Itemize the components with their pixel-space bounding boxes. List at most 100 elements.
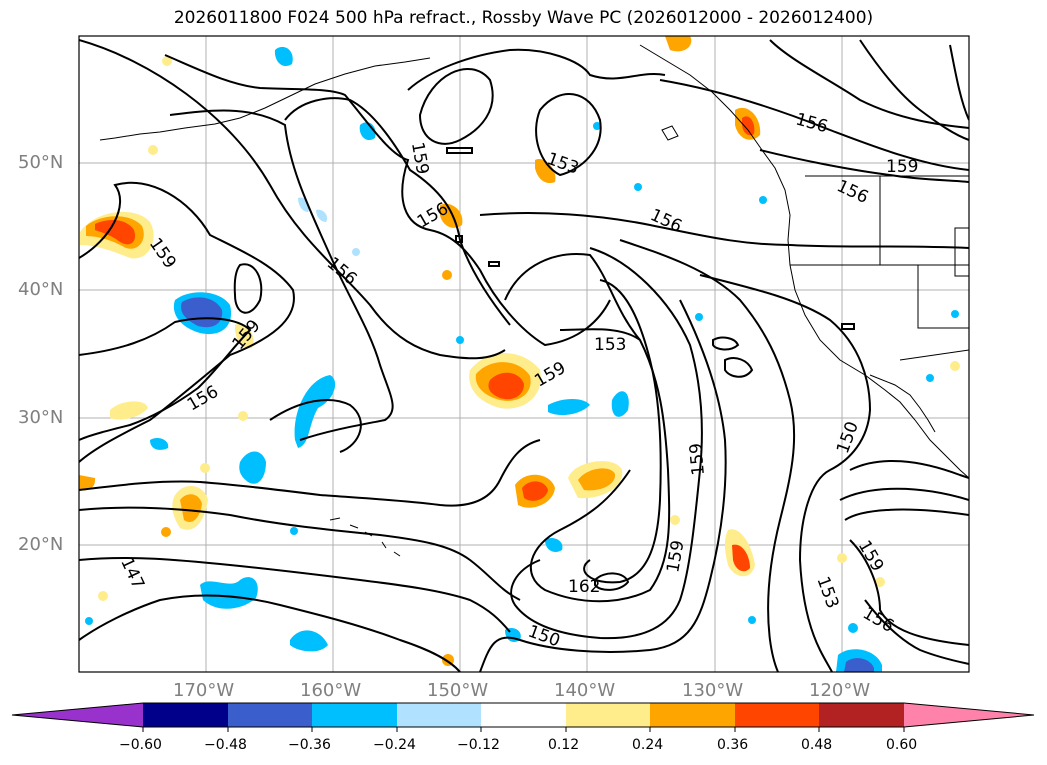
contour-label: 153	[594, 335, 626, 355]
contour-153	[699, 274, 872, 672]
state-border	[917, 265, 969, 329]
anomaly-patch	[150, 437, 169, 450]
contour-153	[724, 357, 754, 378]
contour-162	[594, 572, 630, 591]
contour-159	[164, 54, 611, 347]
contour-159	[418, 68, 494, 145]
contour-159	[619, 239, 796, 672]
colorbar-tick-label: −0.48	[204, 737, 247, 753]
colorbar-tick-label: 0.12	[548, 737, 580, 753]
anomaly-patch	[545, 538, 563, 552]
contour-150	[849, 460, 969, 479]
anomaly-patch	[316, 209, 328, 222]
anomaly-dot	[759, 196, 767, 204]
anomaly-patch	[95, 220, 136, 245]
contour-153	[535, 93, 602, 177]
anomaly-patch	[611, 391, 629, 417]
colorbar-tick-label: 0.24	[632, 737, 664, 753]
colorbar-tick-label: −0.36	[288, 737, 331, 753]
colorbar-tick-label: −0.24	[373, 737, 416, 753]
anomaly-dot	[442, 270, 452, 280]
anomaly-patch	[732, 544, 750, 572]
map-title: 2026011800 F024 500 hPa refract., Rossby…	[173, 8, 874, 28]
anomaly-dot	[695, 313, 703, 321]
anomaly-patch	[844, 658, 874, 672]
contour-156	[79, 39, 506, 360]
anomaly-patch	[239, 451, 266, 484]
anomaly-patch	[548, 398, 590, 416]
state-border	[954, 227, 969, 277]
anomaly-dot	[950, 361, 960, 371]
lat-label-20n: 20°N	[18, 534, 64, 555]
anomaly-dot	[951, 310, 959, 318]
contour-small	[841, 323, 855, 330]
anomaly-patch	[578, 468, 616, 491]
anomaly-dot	[238, 411, 248, 421]
contour-small	[446, 147, 473, 154]
anomaly-dot	[848, 623, 858, 633]
north-america-coast	[639, 44, 969, 479]
colorbar-tick-label: 0.36	[717, 737, 749, 753]
anomaly-dot	[85, 617, 93, 625]
contour-label: 162	[568, 577, 600, 597]
anomaly-dot	[162, 56, 172, 66]
anomaly-dot	[593, 122, 601, 130]
lat-label-30n: 30°N	[18, 407, 64, 428]
anomaly-dot	[456, 336, 464, 344]
island	[661, 125, 679, 141]
contour-153	[504, 253, 671, 603]
contour-small	[455, 235, 463, 243]
contour-150	[479, 299, 727, 672]
contour-159	[79, 181, 295, 463]
contour-small	[488, 261, 500, 267]
contour-153	[169, 109, 394, 441]
contour-150	[79, 556, 511, 633]
small-closed-contours	[446, 147, 855, 330]
anomaly-dot	[98, 591, 108, 601]
anomaly-patch	[274, 46, 293, 67]
anomaly-patch	[440, 203, 463, 228]
contour-153	[839, 487, 969, 501]
anomaly-patch	[294, 375, 336, 448]
contour-156	[407, 48, 666, 91]
anomaly-dot	[748, 616, 756, 624]
contour-159	[510, 247, 703, 640]
anomaly-patch	[110, 401, 148, 420]
contour-153	[559, 328, 641, 341]
contour-153	[79, 506, 521, 601]
contour-156	[659, 79, 969, 171]
lat-label-50n: 50°N	[18, 152, 64, 173]
anomaly-patch	[488, 372, 524, 400]
colorbar-tick-label: 0.48	[801, 737, 833, 753]
colorbar-tick-label: −0.12	[457, 737, 500, 753]
anomaly-patch	[200, 577, 258, 609]
anomaly-dot	[290, 527, 298, 535]
colorbar-tick-label: 0.60	[886, 737, 918, 753]
contour-156	[479, 212, 969, 249]
contour-label: 159	[886, 157, 918, 177]
lon-label-140w: 140°W	[554, 680, 616, 701]
anomaly-patch	[535, 159, 556, 184]
contour-156	[79, 317, 252, 441]
lon-label-160w: 160°W	[300, 680, 362, 701]
contour-156	[844, 508, 969, 521]
anomaly-dot	[352, 248, 360, 256]
contour-159	[849, 539, 969, 646]
anomaly-dot	[148, 145, 158, 155]
contour-153	[712, 336, 740, 351]
anomaly-patch	[79, 475, 96, 491]
contour-label: 159	[686, 442, 709, 476]
anomaly-dot	[670, 515, 680, 525]
lat-label-40n: 40°N	[18, 279, 64, 300]
lon-label-130w: 130°W	[682, 680, 744, 701]
anomaly-patch	[290, 630, 328, 652]
anomaly-patch	[665, 36, 692, 52]
contour-159	[269, 399, 362, 453]
anomaly-patch	[522, 481, 548, 501]
anomaly-dot	[875, 577, 885, 587]
anomaly-dot	[837, 553, 847, 563]
baja-coast	[869, 374, 936, 433]
contour-156	[583, 279, 662, 584]
us-mexico-border	[899, 349, 969, 361]
contour-162	[949, 44, 969, 121]
